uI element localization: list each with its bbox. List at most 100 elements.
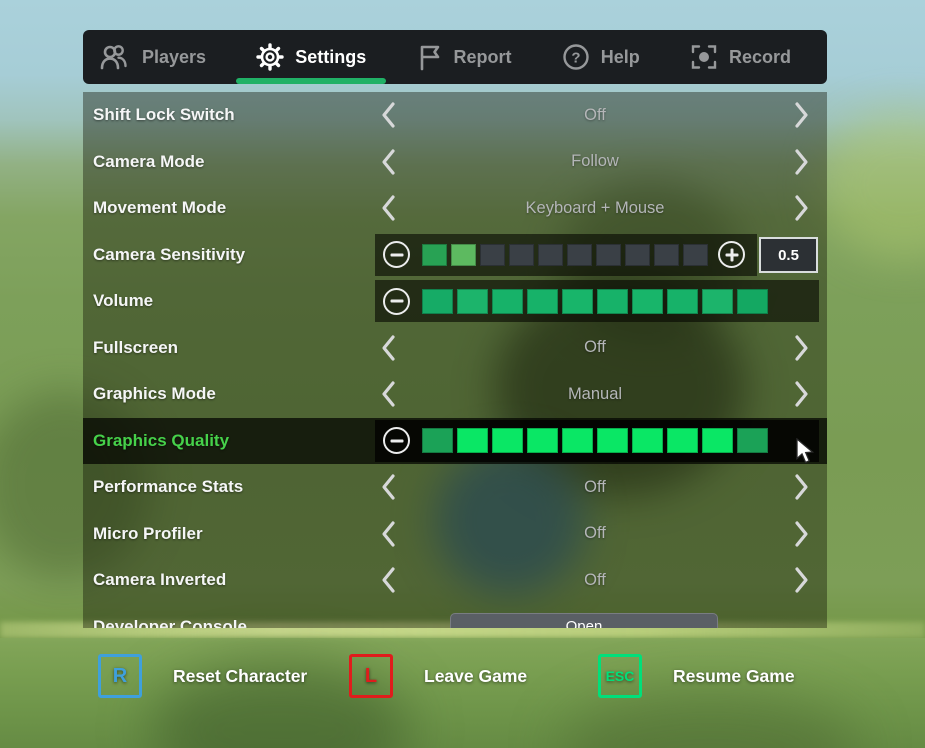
slider-segment[interactable] bbox=[737, 288, 768, 314]
chevron-left-icon[interactable] bbox=[379, 472, 397, 502]
chevron-right-icon[interactable] bbox=[793, 379, 811, 409]
slider-segment[interactable] bbox=[702, 428, 733, 453]
shortcut-label: Reset Character bbox=[173, 665, 308, 686]
slider-segment[interactable] bbox=[597, 288, 628, 314]
slider-segment[interactable] bbox=[597, 428, 628, 453]
tab-label: Players bbox=[142, 46, 207, 67]
svg-text:?: ? bbox=[571, 50, 580, 67]
chevron-left-icon[interactable] bbox=[379, 565, 397, 595]
background-grass bbox=[0, 638, 925, 748]
slider-segment[interactable] bbox=[492, 288, 523, 314]
slider-segment[interactable] bbox=[509, 243, 534, 266]
tab-label: Settings bbox=[295, 46, 367, 67]
minus-icon bbox=[390, 253, 403, 256]
plus-icon bbox=[730, 248, 733, 261]
setting-value: Keyboard + Mouse bbox=[525, 198, 665, 217]
slider-segment[interactable] bbox=[457, 428, 488, 453]
slider-segment[interactable] bbox=[457, 288, 488, 314]
slider-segment[interactable] bbox=[562, 288, 593, 314]
chevron-left-icon[interactable] bbox=[379, 147, 397, 177]
settings-row-camera-sensitivity[interactable]: Camera Sensitivity 0.5 bbox=[83, 232, 827, 279]
slider-segment[interactable] bbox=[480, 243, 505, 266]
slider-segment[interactable] bbox=[632, 428, 663, 453]
slider-segments bbox=[422, 288, 768, 314]
chevron-right-icon[interactable] bbox=[793, 193, 811, 223]
chevron-left-icon[interactable] bbox=[379, 333, 397, 363]
minus-button[interactable] bbox=[383, 241, 410, 268]
setting-value: Off bbox=[584, 570, 606, 589]
slider-segment[interactable] bbox=[451, 243, 476, 266]
chevron-left-icon[interactable] bbox=[379, 379, 397, 409]
developer-console-open-button[interactable]: Open bbox=[450, 612, 718, 628]
setting-label: Developer Console bbox=[93, 616, 247, 628]
settings-row-volume[interactable]: Volume bbox=[83, 278, 827, 325]
chevron-right-icon[interactable] bbox=[793, 472, 811, 502]
slider-segment[interactable] bbox=[567, 243, 592, 266]
chevron-right-icon[interactable] bbox=[793, 519, 811, 549]
graphics-quality-slider bbox=[375, 419, 819, 462]
option-selector: Manual bbox=[379, 371, 811, 418]
slider-segment[interactable] bbox=[527, 428, 558, 453]
minus-button[interactable] bbox=[383, 427, 410, 454]
tab-label: Help bbox=[600, 46, 640, 67]
shortcut-reset-character[interactable]: R Reset Character bbox=[98, 654, 307, 698]
settings-row-camera-mode[interactable]: Camera Mode Follow bbox=[83, 139, 827, 186]
option-selector: Off bbox=[379, 464, 811, 511]
slider-segment[interactable] bbox=[562, 428, 593, 453]
slider-segment[interactable] bbox=[632, 288, 663, 314]
slider-segment[interactable] bbox=[422, 288, 453, 314]
tab-players[interactable]: Players bbox=[99, 30, 206, 84]
chevron-right-icon[interactable] bbox=[793, 565, 811, 595]
chevron-right-icon[interactable] bbox=[793, 100, 811, 130]
tab-label: Report bbox=[453, 46, 512, 67]
slider-value-input[interactable]: 0.5 bbox=[759, 237, 818, 273]
slider-segment[interactable] bbox=[667, 428, 698, 453]
setting-label: Graphics Mode bbox=[93, 384, 216, 404]
shortcut-leave-game[interactable]: L Leave Game bbox=[349, 654, 527, 698]
minus-icon bbox=[390, 439, 403, 442]
chevron-left-icon[interactable] bbox=[379, 519, 397, 549]
plus-button[interactable] bbox=[718, 241, 745, 268]
slider-segment[interactable] bbox=[492, 428, 523, 453]
slider-segment[interactable] bbox=[667, 288, 698, 314]
chevron-right-icon[interactable] bbox=[793, 147, 811, 177]
settings-row-graphics-quality[interactable]: Graphics Quality bbox=[83, 417, 827, 464]
tab-help[interactable]: ? Help bbox=[562, 30, 640, 84]
minus-button[interactable] bbox=[383, 287, 410, 315]
slider-segment[interactable] bbox=[527, 288, 558, 314]
slider-segment[interactable] bbox=[422, 243, 447, 266]
menu-tab-bar: Players Settings Report? Help Record bbox=[83, 30, 827, 84]
settings-row-performance-stats[interactable]: Performance Stats Off bbox=[83, 464, 827, 511]
settings-row-shift-lock-switch[interactable]: Shift Lock Switch Off bbox=[83, 92, 827, 139]
setting-value: Follow bbox=[571, 152, 619, 171]
slider-segment[interactable] bbox=[596, 243, 621, 266]
chevron-left-icon[interactable] bbox=[379, 100, 397, 130]
chevron-right-icon[interactable] bbox=[793, 333, 811, 363]
keycap-r-icon: R bbox=[98, 654, 142, 698]
shortcut-resume-game[interactable]: ESC Resume Game bbox=[598, 654, 795, 698]
tab-settings[interactable]: Settings bbox=[236, 30, 387, 84]
tab-report[interactable]: Report bbox=[417, 30, 512, 84]
chevron-left-icon[interactable] bbox=[379, 193, 397, 223]
settings-row-fullscreen[interactable]: Fullscreen Off bbox=[83, 325, 827, 372]
option-selector: Off bbox=[379, 511, 811, 558]
tab-record[interactable]: Record bbox=[690, 30, 791, 84]
settings-row-graphics-mode[interactable]: Graphics Mode Manual bbox=[83, 371, 827, 418]
settings-row-micro-profiler[interactable]: Micro Profiler Off bbox=[83, 511, 827, 558]
slider-segment[interactable] bbox=[683, 243, 708, 266]
settings-row-movement-mode[interactable]: Movement Mode Keyboard + Mouse bbox=[83, 185, 827, 232]
slider-segment[interactable] bbox=[737, 428, 768, 453]
slider-segment[interactable] bbox=[422, 428, 453, 453]
shortcut-label: Resume Game bbox=[673, 665, 795, 686]
settings-row-developer-console[interactable]: Developer Console Open bbox=[83, 604, 827, 628]
slider-segment[interactable] bbox=[538, 243, 563, 266]
background-pond-blob bbox=[435, 445, 585, 595]
flag-icon bbox=[417, 43, 443, 71]
help-icon: ? bbox=[562, 43, 590, 71]
slider-segment[interactable] bbox=[625, 243, 650, 266]
slider-segment[interactable] bbox=[654, 243, 679, 266]
slider-segments bbox=[422, 428, 768, 453]
slider-segment[interactable] bbox=[702, 288, 733, 314]
keycap-esc-icon: ESC bbox=[598, 654, 642, 698]
settings-row-camera-inverted[interactable]: Camera Inverted Off bbox=[83, 557, 827, 604]
